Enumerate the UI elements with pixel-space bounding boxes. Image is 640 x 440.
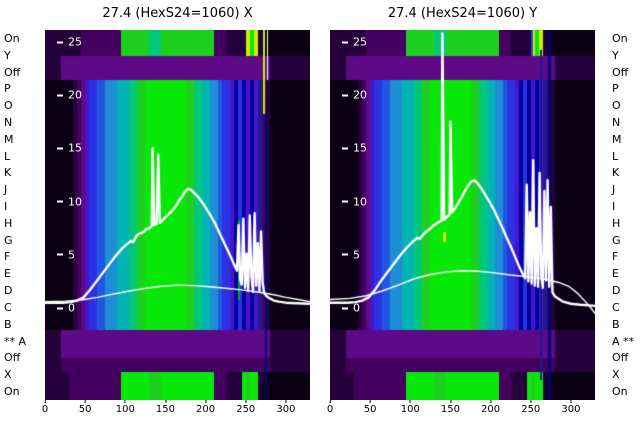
row-label-off: Off xyxy=(4,65,21,79)
row-label-h: H xyxy=(612,216,621,230)
x-tick-label: 150 xyxy=(441,400,460,415)
x-axis-y-panel: 0 50 100 150 200 250 300 xyxy=(327,400,596,424)
row-label-m: M xyxy=(612,132,622,146)
row-label-d: D xyxy=(4,284,13,298)
row-label-d: D xyxy=(612,284,621,298)
x-axis-x-panel: 0 50 100 150 200 250 300 xyxy=(42,400,311,424)
row-label-k: K xyxy=(4,166,12,180)
x-tick-label: 100 xyxy=(401,400,420,415)
row-label-on: On xyxy=(4,384,20,398)
row-label-n: N xyxy=(4,115,13,129)
x-tick-label: 200 xyxy=(481,400,500,415)
x-tick-label: 250 xyxy=(236,400,255,415)
row-label-j: J xyxy=(612,183,616,197)
row-label-h: H xyxy=(4,216,13,230)
x-tick-label: 0 xyxy=(42,400,48,415)
row-label-a: ** A xyxy=(4,334,27,348)
row-label-on: On xyxy=(612,31,628,45)
heatmap-plot-y xyxy=(330,30,595,400)
x-tick-label: 50 xyxy=(79,400,92,415)
x-tick-label: 300 xyxy=(561,400,580,415)
row-label-f: F xyxy=(4,250,11,264)
x-tick-label: 200 xyxy=(196,400,215,415)
row-label-y: Y xyxy=(612,48,619,62)
x-tick-mark xyxy=(205,400,207,403)
x-tick-mark xyxy=(369,400,371,403)
row-label-off: Off xyxy=(4,351,21,365)
row-label-off: Off xyxy=(612,351,629,365)
x-tick-mark xyxy=(84,400,86,403)
row-label-g: G xyxy=(4,233,13,247)
row-label-k: K xyxy=(612,166,620,180)
row-label-c: C xyxy=(4,300,12,314)
panel-title-x: 27.4 (HexS24=1060) X xyxy=(102,6,253,21)
x-tick-label: 300 xyxy=(276,400,295,415)
row-label-l: L xyxy=(4,149,11,163)
row-label-j: J xyxy=(4,183,8,197)
row-label-on: On xyxy=(612,384,628,398)
x-tick-label: 50 xyxy=(364,400,377,415)
row-label-p: P xyxy=(612,82,619,96)
row-label-y: Y xyxy=(4,48,11,62)
row-label-a: A ** xyxy=(612,334,635,348)
x-tick-label: 100 xyxy=(116,400,135,415)
row-label-x: X xyxy=(612,368,620,382)
x-tick-mark xyxy=(44,400,46,403)
row-label-b: B xyxy=(612,317,620,331)
row-label-on: On xyxy=(4,31,20,45)
row-label-c: C xyxy=(612,300,620,314)
row-label-o: O xyxy=(4,99,13,113)
x-tick-mark xyxy=(124,400,126,403)
row-label-f: F xyxy=(612,250,619,264)
row-label-p: P xyxy=(4,82,11,96)
panel-title-y: 27.4 (HexS24=1060) Y xyxy=(387,6,538,21)
row-label-l: L xyxy=(612,149,619,163)
row-label-off: Off xyxy=(612,65,629,79)
heatmap-plot-x xyxy=(45,30,310,400)
row-label-e: E xyxy=(4,267,11,281)
row-label-g: G xyxy=(612,233,621,247)
x-tick-mark xyxy=(164,400,166,403)
row-label-x: X xyxy=(4,368,12,382)
row-label-b: B xyxy=(4,317,12,331)
x-tick-mark xyxy=(530,400,532,403)
row-label-m: M xyxy=(4,132,14,146)
x-tick-mark xyxy=(409,400,411,403)
x-tick-mark xyxy=(329,400,331,403)
x-tick-mark xyxy=(449,400,451,403)
x-tick-mark xyxy=(285,400,287,403)
x-tick-label: 0 xyxy=(327,400,333,415)
row-label-o: O xyxy=(612,99,621,113)
row-label-n: N xyxy=(612,115,621,129)
row-label-i: I xyxy=(4,200,8,214)
x-tick-mark xyxy=(245,400,247,403)
x-tick-label: 150 xyxy=(156,400,175,415)
right-row-labels: On Y Off P O N M L K J I H G F E D C B A ** Off X On xyxy=(612,30,640,400)
x-tick-label: 250 xyxy=(521,400,540,415)
x-tick-mark xyxy=(570,400,572,403)
row-label-e: E xyxy=(612,267,619,281)
left-row-labels: On Y Off P O N M L K J I H G F E D C B ** A Off X On xyxy=(4,30,44,400)
row-label-i: I xyxy=(612,200,616,214)
x-tick-mark xyxy=(490,400,492,403)
